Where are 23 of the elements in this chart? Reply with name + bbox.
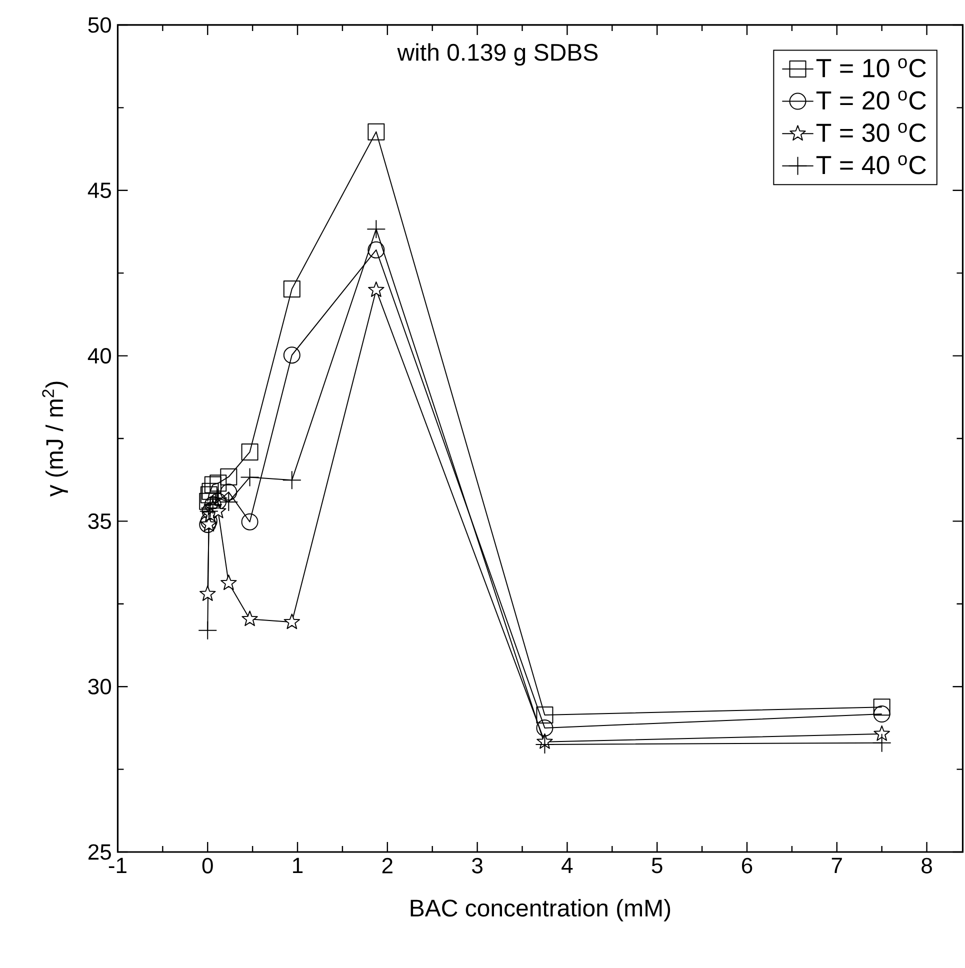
x-tick-label: 5 xyxy=(652,858,662,874)
y-tick-label: 50 xyxy=(88,17,112,33)
legend-label: T = 40 $^{o}$C xyxy=(816,155,926,174)
x-tick-label: 7 xyxy=(832,858,842,873)
y-tick-label: 25 xyxy=(88,844,112,860)
x-tick-label: 1 xyxy=(293,858,303,873)
y-tick-label: 40 xyxy=(88,348,112,364)
y-tick-label: 30 xyxy=(88,678,112,694)
legend-label: T = 20 $^{o}$C xyxy=(816,90,926,110)
x-tick-label: 3 xyxy=(472,858,483,874)
x-tick-label: 0 xyxy=(202,858,214,874)
x-tick-label: 6 xyxy=(742,858,752,874)
legend-label: T = 30 $^{o}$C xyxy=(816,122,926,142)
y-tick-label: 35 xyxy=(88,513,112,529)
y-axis-title: γ (mJ / m$^{2}$) xyxy=(42,382,68,497)
x-tick-label: 2 xyxy=(382,858,393,874)
x-tick-label: 4 xyxy=(562,858,573,873)
x-tick-label: 8 xyxy=(922,858,932,874)
x-tick-label: -1 xyxy=(109,858,127,873)
x-axis-title: BAC concentration (mM) xyxy=(410,898,670,922)
y-tick-label: 45 xyxy=(88,182,112,198)
annotation: with 0.139 g SDBS xyxy=(397,43,598,66)
legend-label: T = 10 $^{o}$C xyxy=(816,58,926,78)
